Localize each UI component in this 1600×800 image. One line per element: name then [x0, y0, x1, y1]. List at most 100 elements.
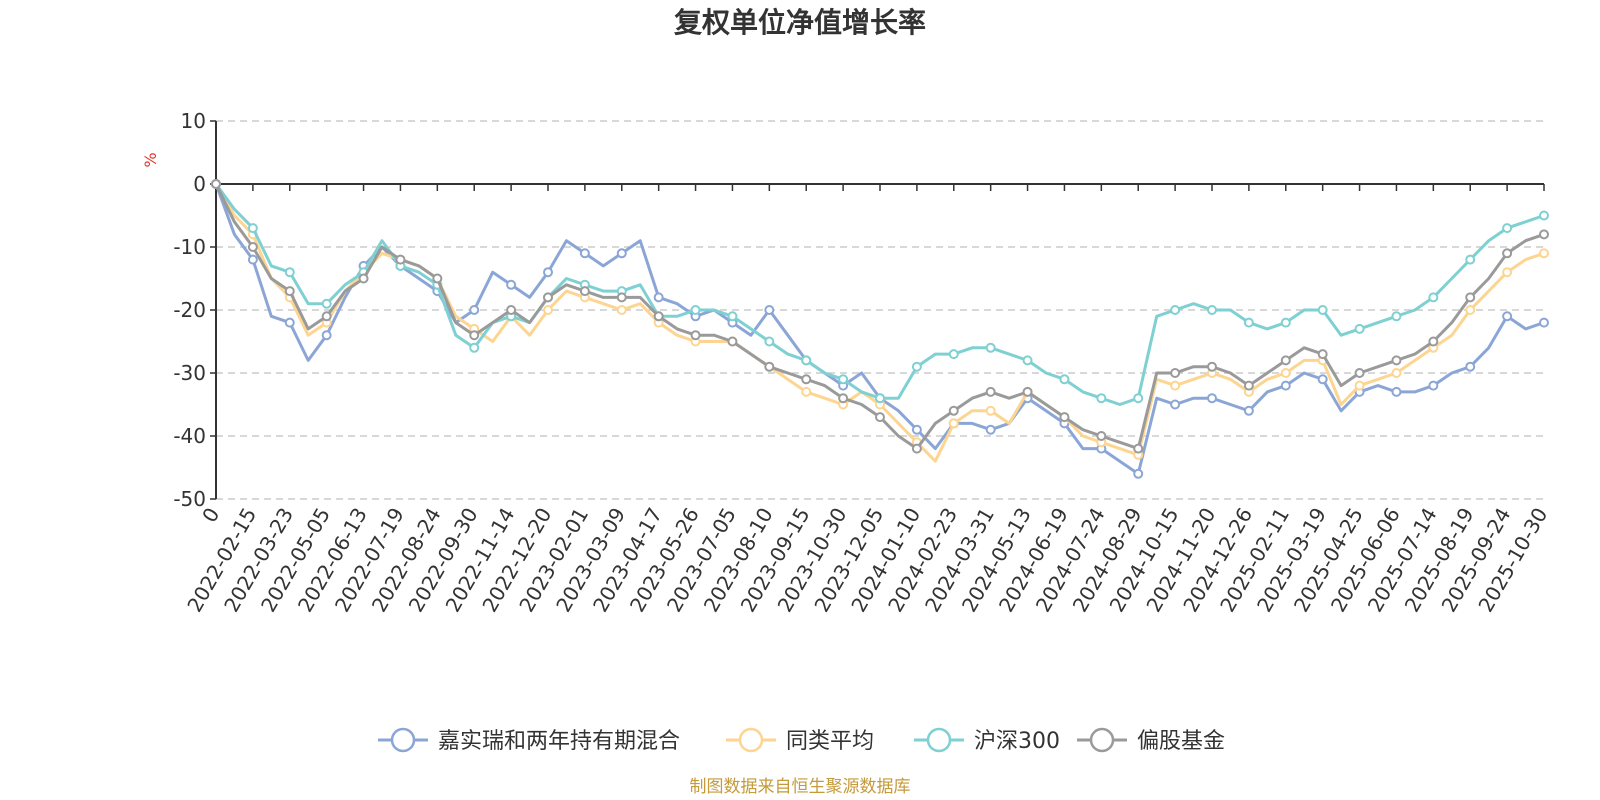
series-2-marker-36 — [875, 393, 885, 404]
series-0-marker-56 — [1243, 405, 1254, 416]
legend-label-3: 偏股基金 — [1137, 729, 1225, 754]
legend-label-2: 沪深300 — [974, 729, 1060, 754]
series-2-marker-60 — [1317, 305, 1328, 315]
series-3-marker-36 — [875, 412, 885, 423]
series-3-marker-30 — [764, 361, 775, 372]
y-tick-label-0: 10 — [181, 109, 206, 133]
data-source-note: 制图数据来自恒生聚源数据库 — [690, 777, 911, 797]
legend-marker-2 — [926, 727, 952, 753]
series-3-marker-64 — [1391, 355, 1402, 366]
series-1-marker-68 — [1465, 305, 1476, 315]
series-3-marker-4 — [284, 286, 295, 297]
series-1-marker-40 — [948, 418, 959, 429]
series-0-marker-58 — [1280, 380, 1291, 391]
legend-marker-3 — [1089, 727, 1115, 753]
series-2-marker-66 — [1428, 292, 1439, 303]
series-3-marker-0 — [211, 179, 221, 189]
series-3-marker-18 — [543, 292, 553, 303]
series-2-marker-44 — [1022, 355, 1033, 366]
series-0-marker-30 — [764, 305, 775, 315]
series-1-marker-32 — [801, 386, 812, 397]
series-0-marker-66 — [1428, 380, 1439, 391]
series-0-marker-18 — [543, 267, 553, 278]
series-2-marker-30 — [764, 336, 775, 347]
series-3-marker-2 — [247, 242, 258, 252]
series-2-marker-32 — [801, 355, 812, 366]
y-tick-label-5: -40 — [173, 424, 206, 448]
series-3-marker-34 — [838, 393, 849, 404]
series-line-2 — [214, 183, 1545, 406]
series-1-marker-62 — [1354, 380, 1365, 391]
series-3-marker-46 — [1059, 412, 1070, 423]
series-0-marker-4 — [284, 317, 295, 328]
series-3-marker-16 — [506, 305, 517, 315]
series-3-marker-12 — [432, 273, 443, 284]
series-2-marker-34 — [838, 374, 849, 385]
legend-label-0: 嘉实瑞和两年持有期混合 — [438, 729, 680, 754]
series-0-marker-6 — [321, 330, 332, 341]
series-3-marker-60 — [1317, 349, 1328, 360]
series-3-marker-42 — [985, 386, 996, 397]
series-3-marker-20 — [579, 286, 590, 297]
series-2-marker-56 — [1243, 317, 1254, 328]
series-1-marker-70 — [1502, 267, 1513, 278]
series-0-marker-42 — [985, 424, 996, 435]
series-3-marker-40 — [948, 405, 959, 416]
series-3-marker-24 — [653, 311, 664, 322]
y-axis-ticks: 10 0 -10 -20 -30 -40 -50 — [173, 109, 216, 511]
series-0-marker-2 — [247, 254, 258, 265]
series-0-marker-22 — [616, 248, 627, 259]
series-2-marker-6 — [321, 298, 332, 309]
y-tick-label-6: -50 — [173, 487, 206, 511]
legend: 嘉实瑞和两年持有期混合 同类平均 沪深300 偏股基金 — [378, 727, 1225, 754]
series-1-marker-58 — [1280, 368, 1291, 378]
series-0-marker-68 — [1465, 361, 1476, 372]
series-0-marker-50 — [1133, 468, 1144, 479]
legend-marker-1 — [738, 727, 764, 753]
series-2-marker-64 — [1391, 311, 1402, 322]
series-3-marker-44 — [1022, 386, 1033, 397]
series-3-marker-54 — [1207, 361, 1217, 372]
series-3-marker-72 — [1539, 229, 1549, 240]
series-3-marker-6 — [321, 311, 332, 322]
series-1-marker-64 — [1391, 368, 1402, 378]
series-1-marker-52 — [1170, 380, 1181, 391]
series-0-marker-60 — [1317, 374, 1328, 385]
x-tick-label-0: 0 — [197, 504, 224, 527]
series-2-marker-42 — [985, 342, 996, 353]
series-1-marker-18 — [543, 305, 553, 315]
series-3-marker-22 — [616, 292, 627, 303]
chart-title: 复权单位净值增长率 — [674, 6, 926, 39]
series-2-marker-14 — [469, 342, 480, 353]
y-tick-label-1: 0 — [193, 172, 206, 196]
series-3-marker-66 — [1428, 336, 1439, 347]
series-0-marker-16 — [506, 279, 517, 290]
series-0-marker-14 — [469, 305, 480, 315]
series-2-marker-48 — [1096, 393, 1107, 404]
series-2-marker-62 — [1354, 323, 1365, 334]
series-3-marker-68 — [1465, 292, 1476, 303]
series-0-marker-64 — [1391, 386, 1402, 397]
series-1-marker-22 — [616, 305, 627, 315]
series-0-marker-70 — [1502, 311, 1513, 322]
series-2-marker-54 — [1207, 305, 1217, 315]
series-3-marker-52 — [1170, 368, 1181, 378]
legend-marker-0 — [390, 727, 416, 753]
series-lines — [211, 179, 1549, 479]
series-1-marker-72 — [1539, 248, 1549, 259]
y-tick-label-2: -10 — [173, 235, 206, 259]
series-2-marker-50 — [1133, 393, 1144, 404]
grid-lines — [216, 120, 1544, 500]
series-2-marker-68 — [1465, 254, 1476, 265]
series-2-marker-46 — [1059, 374, 1070, 385]
series-3-marker-56 — [1243, 380, 1254, 391]
series-0-marker-24 — [653, 292, 664, 303]
series-3-marker-10 — [395, 254, 406, 265]
series-3-marker-48 — [1096, 431, 1107, 441]
y-tick-label-3: -20 — [173, 298, 206, 322]
series-1-marker-42 — [985, 405, 996, 416]
series-3-marker-28 — [727, 336, 738, 347]
series-2-marker-26 — [690, 305, 701, 315]
series-2-marker-4 — [284, 267, 295, 278]
